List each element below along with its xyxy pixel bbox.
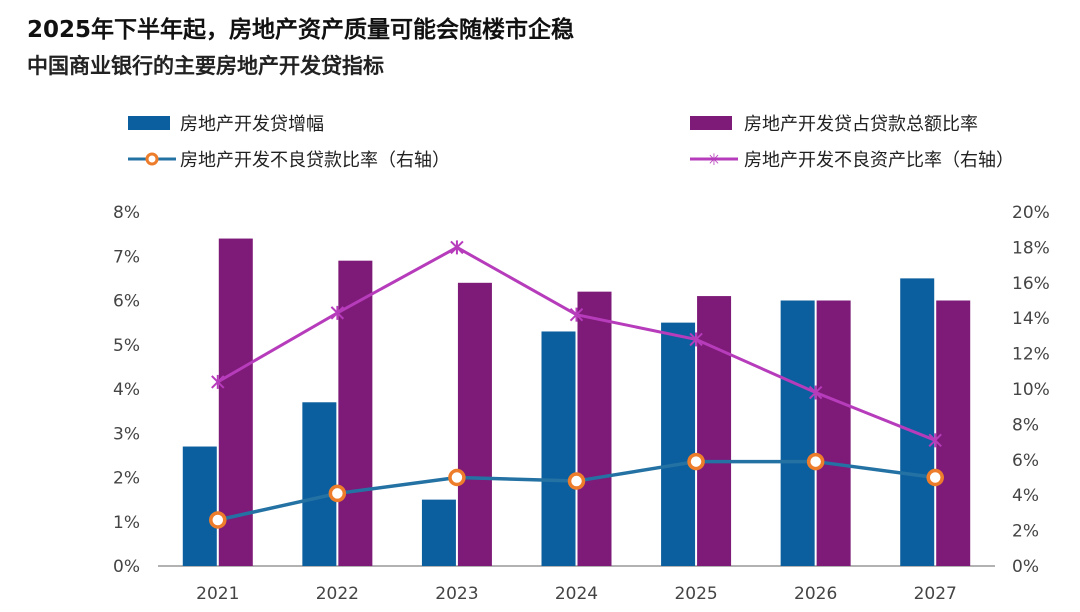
y-right-tick-label: 2% xyxy=(1012,522,1039,542)
legend-npa-cross-icon: ✳ xyxy=(707,150,720,169)
y-right-tick-label: 12% xyxy=(1012,345,1050,365)
point-npa-2022 xyxy=(330,305,345,320)
y-right-tick-label: 10% xyxy=(1012,380,1050,400)
legend-label-bar-ratio: 房地产开发贷占贷款总额比率 xyxy=(744,114,978,135)
y-right-tick-label: 20% xyxy=(1012,203,1050,223)
bar-growth-2024 xyxy=(541,331,576,566)
y-right-tick-label: 18% xyxy=(1012,238,1050,258)
chart-subtitle: 中国商业银行的主要房地产开发贷指标 xyxy=(27,54,384,78)
y-left-tick-label: 2% xyxy=(113,469,140,489)
legend-label-bar-growth: 房地产开发贷增幅 xyxy=(180,114,324,135)
x-tick-label: 2025 xyxy=(674,584,717,604)
bar-growth-2026 xyxy=(780,300,815,566)
y-left-tick-label: 5% xyxy=(113,336,140,356)
x-tick-label: 2023 xyxy=(435,584,478,604)
bars xyxy=(182,238,971,567)
y-left-tick-label: 7% xyxy=(113,247,140,267)
x-tick-label: 2027 xyxy=(914,584,957,604)
x-tick-label: 2022 xyxy=(316,584,359,604)
point-npl-2023 xyxy=(448,468,466,487)
bar-ratio-2023 xyxy=(457,282,492,566)
point-npl-2024 xyxy=(567,472,586,490)
y-left-tick-label: 3% xyxy=(113,424,140,444)
bar-growth-2022 xyxy=(302,402,337,566)
point-npa-2025 xyxy=(689,332,703,347)
y-right-tick-label: 14% xyxy=(1012,309,1050,329)
bar-ratio-2024 xyxy=(577,291,612,566)
bar-growth-2021 xyxy=(182,446,217,566)
y-right-tick-label: 16% xyxy=(1012,274,1050,294)
y-right-tick-label: 8% xyxy=(1012,415,1039,435)
bar-ratio-2025 xyxy=(697,296,732,566)
point-npa-2021 xyxy=(211,374,225,389)
y-right-tick-label: 4% xyxy=(1012,486,1039,506)
page-title: 2025年下半年起，房地产资产质量可能会随楼市企稳 xyxy=(27,17,575,43)
point-npa-2026 xyxy=(808,385,823,400)
bar-ratio-2022 xyxy=(338,260,373,566)
y-left-tick-label: 1% xyxy=(113,513,140,533)
lines xyxy=(209,240,944,529)
bar-growth-2023 xyxy=(421,499,456,566)
y-left-tick-label: 8% xyxy=(113,203,140,223)
y-left-tick-label: 6% xyxy=(113,292,140,312)
y-right-tick-label: 0% xyxy=(1012,557,1039,577)
legend-label-npa-asset: 房地产开发不良资产比率（右轴） xyxy=(744,150,1014,171)
point-npa-2023 xyxy=(450,240,464,255)
point-npa-2027 xyxy=(928,433,942,448)
bar-growth-2027 xyxy=(900,278,935,566)
legend: 房地产开发贷增幅 房地产开发贷占贷款总额比率 房地产开发不良贷款比率（右轴） ✳… xyxy=(128,114,1014,171)
point-npa-2024 xyxy=(569,307,584,322)
x-tick-label: 2021 xyxy=(196,584,239,604)
x-tick-label: 2026 xyxy=(794,584,837,604)
point-npl-2021 xyxy=(209,511,227,529)
point-npl-2022 xyxy=(328,484,347,503)
point-npl-2025 xyxy=(687,452,705,471)
y-left-tick-label: 0% xyxy=(113,557,140,577)
y-right-tick-label: 6% xyxy=(1012,451,1039,471)
point-npl-2026 xyxy=(806,452,825,471)
legend-swatch-bar-growth xyxy=(128,116,170,130)
y-left-tick-label: 4% xyxy=(113,380,140,400)
bar-ratio-2021 xyxy=(218,238,253,567)
bar-ratio-2026 xyxy=(816,300,851,566)
bar-growth-2025 xyxy=(661,322,696,566)
legend-npl-marker-icon xyxy=(145,152,159,166)
legend-swatch-bar-ratio xyxy=(690,116,732,130)
axes: 0% 1% 2% 3% 4% 5% 6% 7% 8% 0% 2% 4% 6% 8% 10% 12% 14% 16%… xyxy=(113,203,1050,604)
bar-ratio-2027 xyxy=(936,300,971,566)
legend-label-npl-loan: 房地产开发不良贷款比率（右轴） xyxy=(180,150,450,171)
point-npl-2027 xyxy=(926,468,944,487)
x-tick-label: 2024 xyxy=(555,584,598,604)
